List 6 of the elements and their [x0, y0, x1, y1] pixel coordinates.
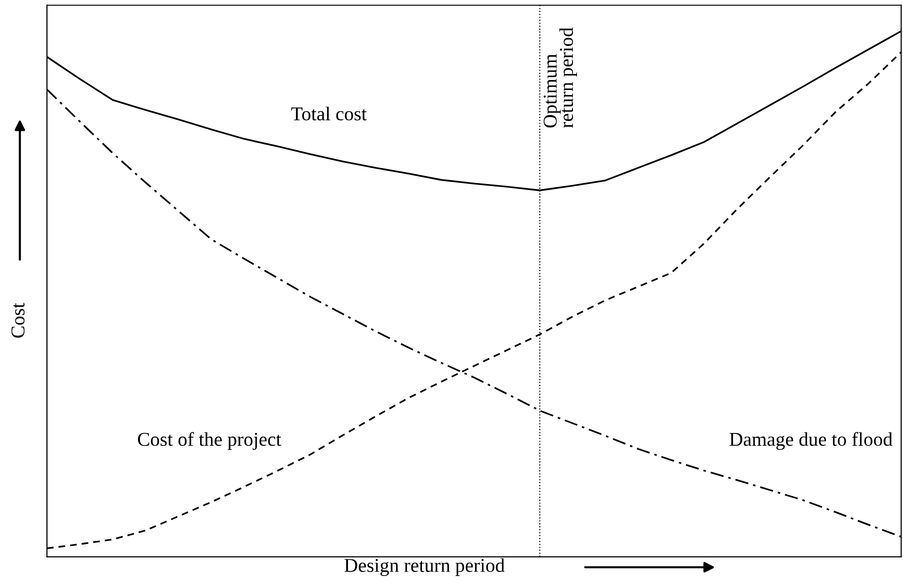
- y-axis-title: Cost: [11, 302, 25, 338]
- x-axis-title: Design return period: [344, 558, 505, 576]
- annotation: Damage due to flood: [730, 432, 892, 450]
- annotation: Total cost: [291, 106, 367, 120]
- annotation: Optimum return period: [544, 28, 577, 128]
- annotation: Cost of the project: [138, 432, 282, 450]
